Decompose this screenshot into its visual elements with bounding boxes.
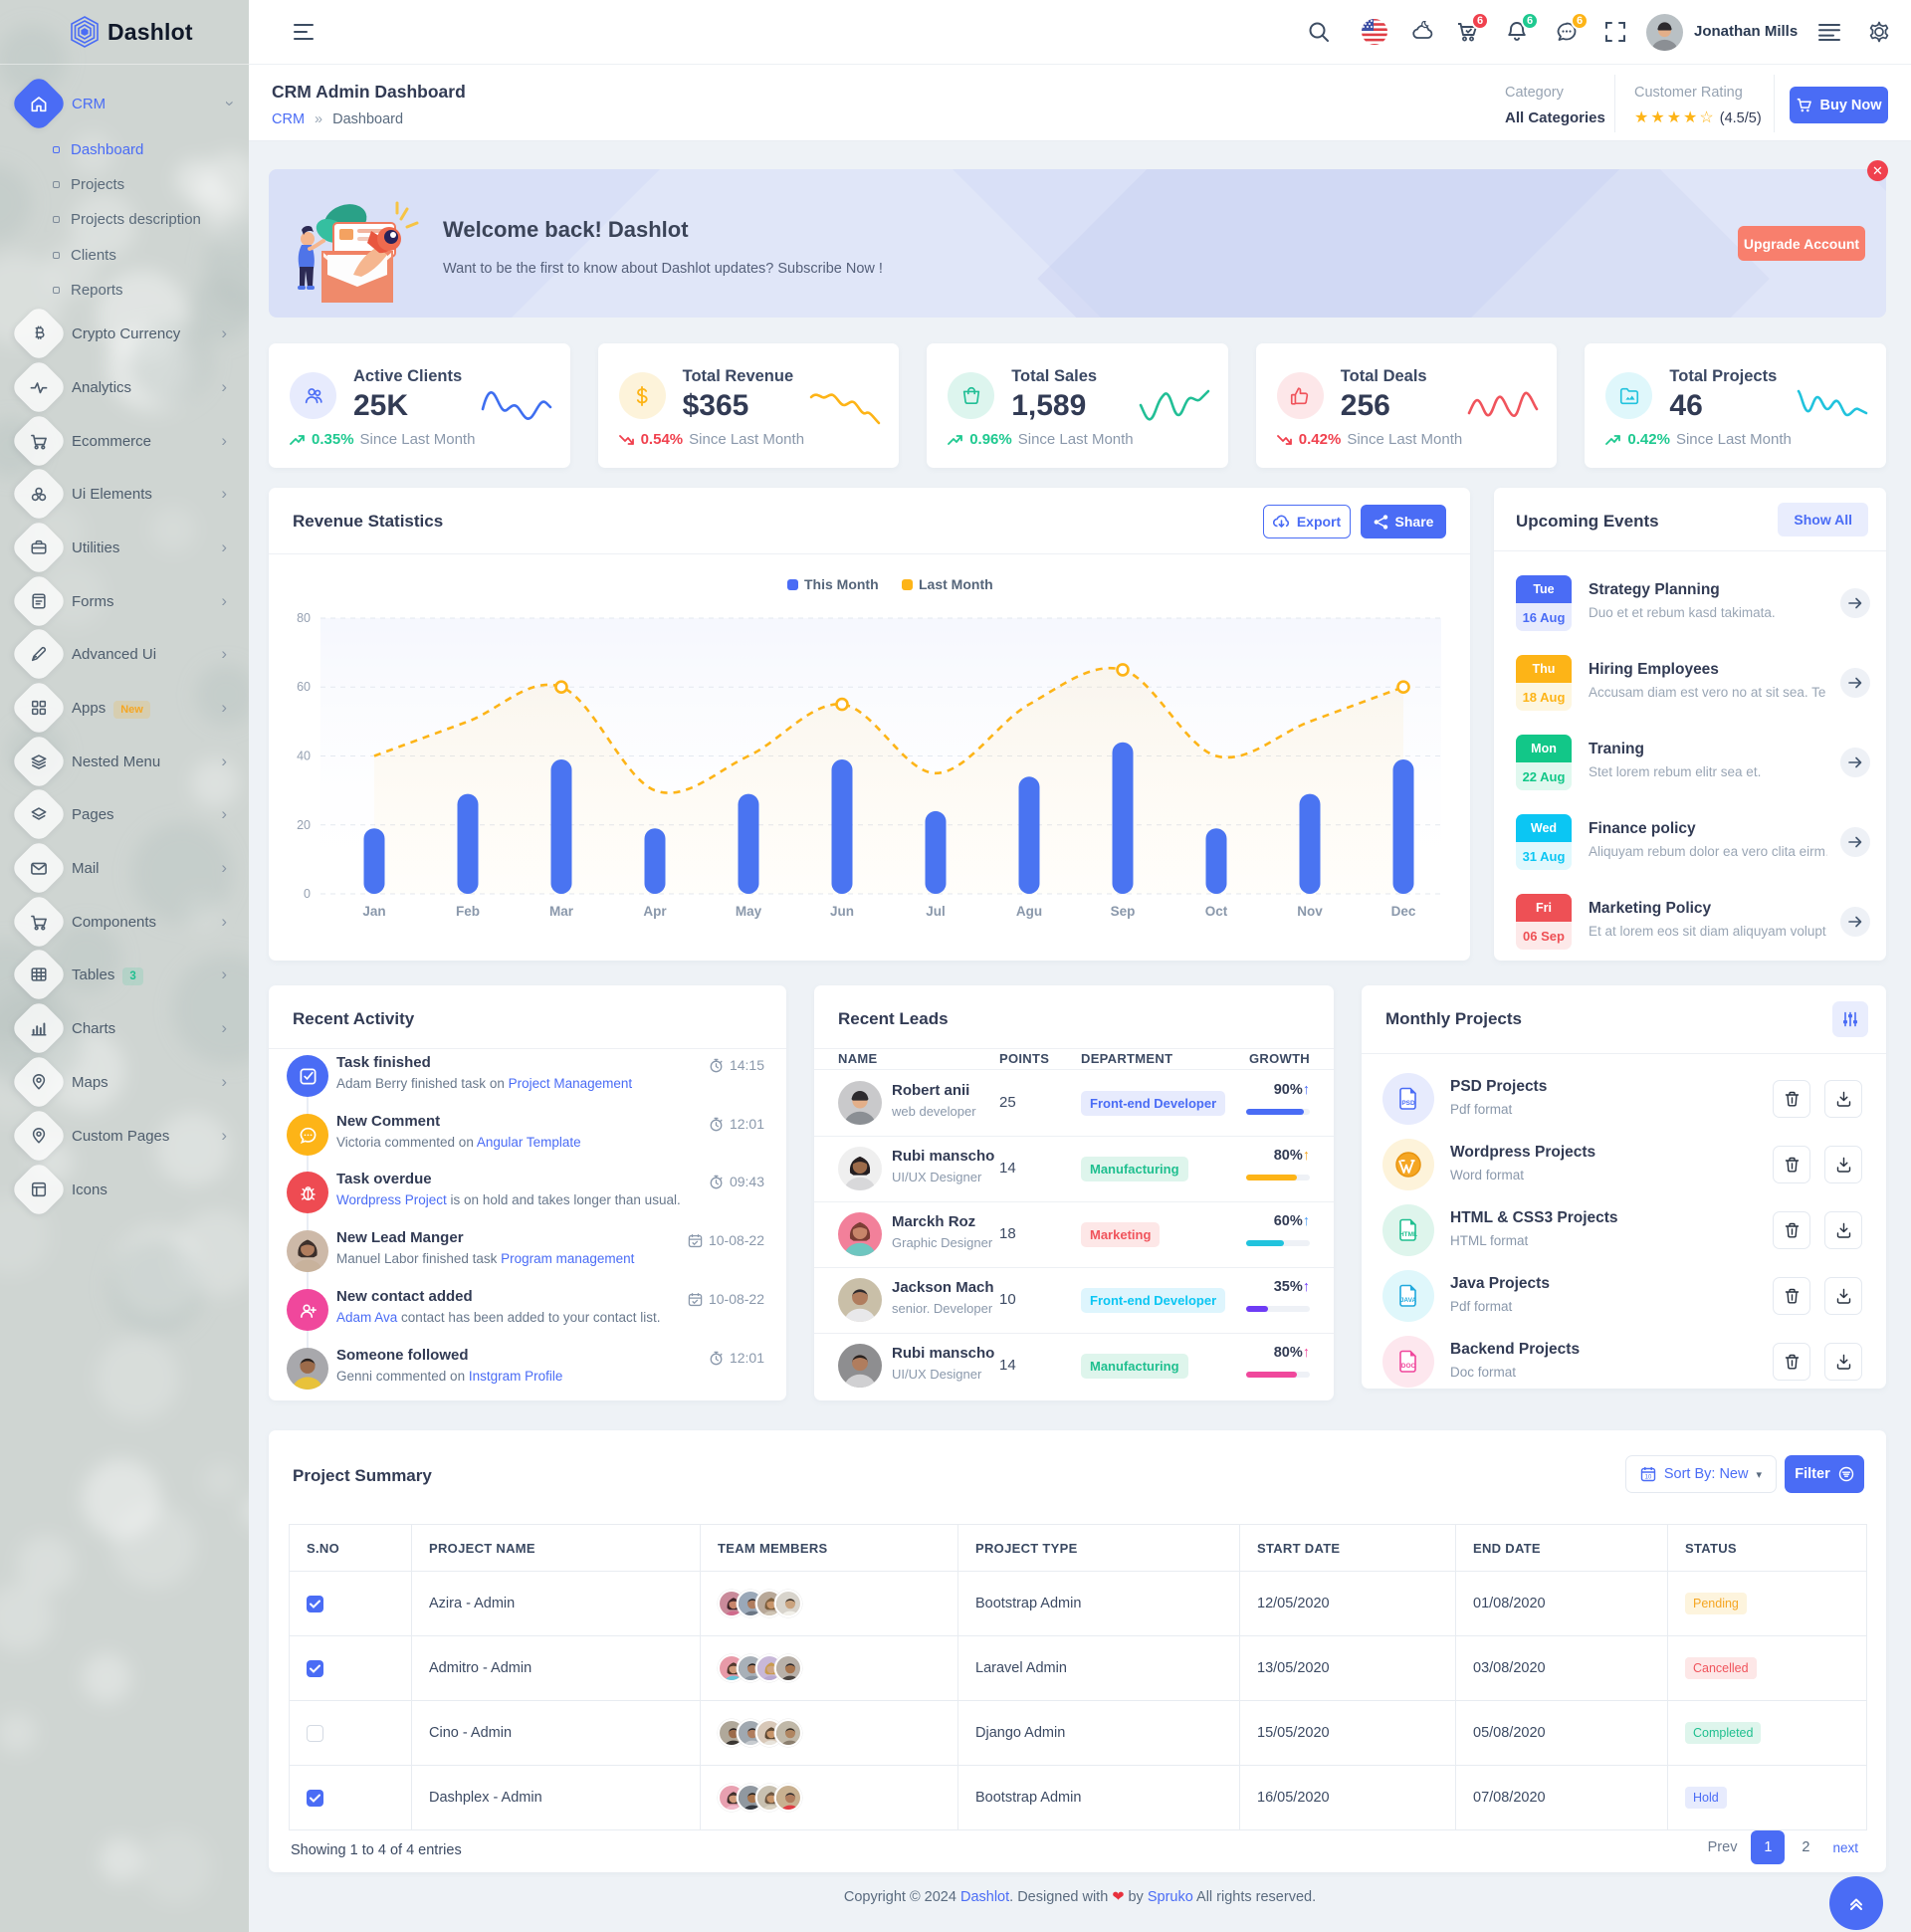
svg-text:May: May	[736, 904, 762, 919]
svg-text:10: 10	[1645, 1475, 1652, 1481]
svg-text:Dec: Dec	[1391, 904, 1416, 919]
svg-text:60: 60	[297, 680, 311, 694]
svg-text:Jun: Jun	[830, 904, 854, 919]
svg-text:Mar: Mar	[549, 904, 574, 919]
svg-text:PSD: PSD	[1401, 1100, 1415, 1107]
svg-text:Oct: Oct	[1205, 904, 1228, 919]
svg-text:Last Month: Last Month	[919, 576, 993, 592]
svg-text:Jul: Jul	[926, 904, 946, 919]
svg-text:JAVA: JAVA	[1400, 1297, 1417, 1304]
svg-text:This Month: This Month	[804, 576, 879, 592]
svg-text:Agu: Agu	[1016, 904, 1042, 919]
svg-text:Apr: Apr	[643, 904, 667, 919]
svg-text:80: 80	[297, 611, 311, 625]
svg-text:HTML: HTML	[1399, 1231, 1417, 1238]
svg-text:Nov: Nov	[1297, 904, 1323, 919]
svg-text:Jan: Jan	[362, 904, 385, 919]
svg-text:40: 40	[297, 750, 311, 763]
svg-text:DOC: DOC	[1401, 1363, 1416, 1370]
svg-text:20: 20	[297, 818, 311, 832]
svg-text:0: 0	[304, 887, 311, 901]
svg-text:Sep: Sep	[1111, 904, 1136, 919]
svg-text:Feb: Feb	[456, 904, 480, 919]
